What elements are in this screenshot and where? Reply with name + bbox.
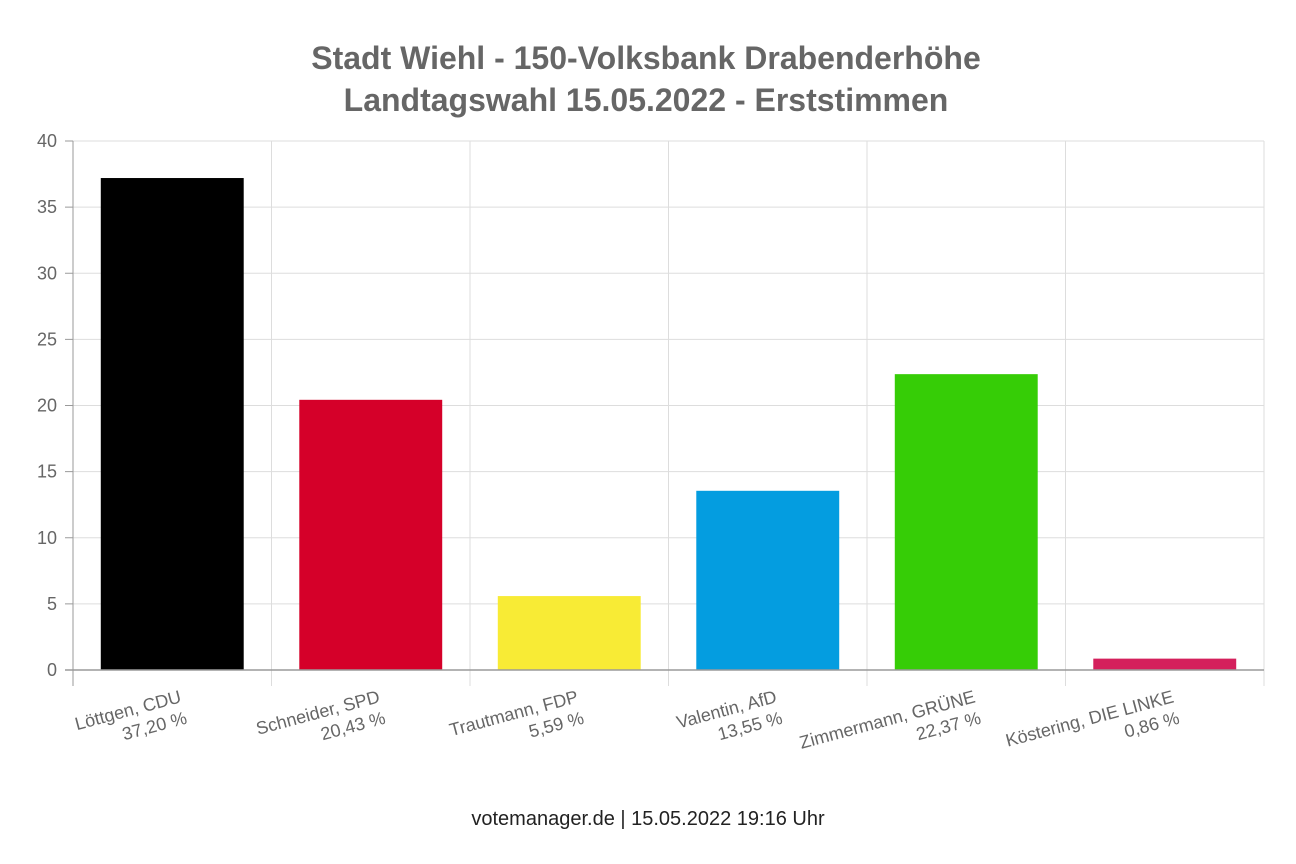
chart-title-line-1: Stadt Wiehl - 150-Volksbank Drabenderhöh… [311, 40, 980, 76]
bar [100, 178, 244, 670]
x-tick-label-text: Schneider, SPD20,43 % [254, 687, 388, 760]
bar [299, 399, 443, 670]
y-tick-label: 35 [37, 197, 57, 217]
x-tick-label: Köstering, DIE LINKE0,86 % [1003, 687, 1181, 772]
chart-title: Stadt Wiehl - 150-Volksbank Drabenderhöh… [311, 40, 980, 118]
y-tick-label: 25 [37, 329, 57, 349]
grid-lines [73, 140, 1265, 686]
x-tick-label: Zimmermann, GRÜNE22,37 % [797, 687, 983, 774]
y-tick-label: 5 [47, 594, 57, 614]
bar-chart: Stadt Wiehl - 150-Volksbank Drabenderhöh… [37, 40, 1265, 774]
x-tick-label-text: Köstering, DIE LINKE0,86 % [1003, 687, 1181, 772]
y-axis-ticks: 0 5 10 15 20 25 30 35 40 [37, 131, 57, 680]
y-tick-label: 20 [37, 396, 57, 416]
footer-source: votemanager.de | 15.05.2022 19:16 Uhr [471, 808, 825, 830]
bar [894, 374, 1038, 670]
x-tick-label: Trautmann, FDP5,59 % [447, 687, 586, 762]
x-tick-label: Schneider, SPD20,43 % [254, 687, 388, 760]
x-tick-label-text: Zimmermann, GRÜNE22,37 % [797, 687, 983, 774]
x-tick-label: Valentin, AfD13,55 % [674, 687, 784, 754]
bar [696, 490, 840, 670]
bar [497, 596, 641, 670]
y-tick-label: 30 [37, 263, 57, 283]
x-tick-label-text: Löttgen, CDU37,20 % [73, 687, 189, 756]
x-axis-labels: Löttgen, CDU37,20 % Schneider, SPD20,43 %… [73, 687, 1182, 774]
bars [100, 178, 1237, 670]
y-tick-label: 40 [37, 131, 57, 151]
y-tick-label: 15 [37, 462, 57, 482]
chart-title-line-2: Landtagswahl 15.05.2022 - Erststimmen [344, 82, 949, 118]
x-tick-label-text: Trautmann, FDP5,59 % [447, 687, 586, 762]
x-tick-label: Löttgen, CDU37,20 % [73, 687, 189, 756]
y-tick-label: 0 [47, 660, 57, 680]
bar [1093, 658, 1237, 670]
axes [65, 140, 1264, 686]
y-tick-label: 10 [37, 528, 57, 548]
x-tick-label-text: Valentin, AfD13,55 % [674, 687, 784, 754]
